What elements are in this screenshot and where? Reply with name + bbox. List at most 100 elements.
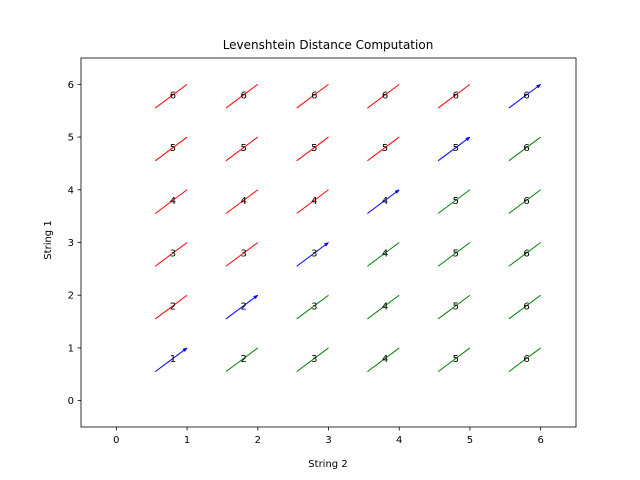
- cell-distance-label: 3: [170, 249, 176, 260]
- cell-2-1: 2: [225, 347, 259, 373]
- x-axis-label: String 2: [308, 459, 347, 470]
- cell-distance-label: 5: [311, 143, 317, 154]
- cell-distance-label: 5: [240, 143, 246, 154]
- arrow-head: [182, 347, 188, 353]
- cell-distance-label: 3: [311, 301, 317, 312]
- path-arrow: [367, 83, 400, 109]
- cell-5-5: 5: [437, 136, 471, 162]
- cell-1-6: 6: [154, 83, 188, 109]
- path-arrow: [508, 242, 541, 267]
- y-tick-label: 5: [68, 133, 74, 144]
- path-arrow: [296, 347, 329, 373]
- cell-6-6: 6: [508, 83, 542, 109]
- path-arrow: [225, 136, 259, 162]
- x-axis: 0 1 2 3 4 5 6: [113, 427, 544, 446]
- path-arrow: [437, 242, 471, 267]
- path-arrow: [225, 347, 259, 373]
- cell-distance-label: 2: [240, 354, 246, 365]
- arrow-head: [323, 242, 330, 247]
- cell-distance-label: 5: [453, 354, 459, 365]
- cell-5-1: 5: [437, 347, 471, 373]
- cell-distance-label: 6: [382, 90, 388, 101]
- path-arrow: [296, 189, 329, 214]
- cell-3-4: 4: [296, 189, 329, 214]
- x-tick-label: 4: [396, 435, 402, 446]
- cell-4-1: 4: [367, 347, 400, 373]
- path-arrow: [154, 136, 188, 162]
- x-tick-label: 2: [255, 435, 261, 446]
- path-arrow: [367, 347, 400, 373]
- cell-6-3: 6: [508, 242, 541, 267]
- cell-1-1: 1: [154, 347, 188, 373]
- cell-distance-label: 4: [311, 196, 317, 207]
- cell-2-2: 2: [225, 294, 259, 320]
- cell-distance-label: 3: [311, 354, 317, 365]
- x-tick-label: 5: [467, 435, 473, 446]
- arrow-head: [536, 83, 542, 89]
- path-arrow: [225, 294, 259, 320]
- cell-5-6: 6: [437, 83, 471, 109]
- cell-5-2: 5: [437, 294, 471, 320]
- cell-distance-label: 4: [170, 196, 176, 207]
- x-tick-label: 6: [537, 435, 543, 446]
- cell-distance-label: 3: [240, 249, 246, 260]
- path-arrow: [296, 136, 329, 162]
- cell-6-1: 6: [508, 347, 541, 373]
- arrow-head: [394, 189, 400, 194]
- cell-distance-label: 4: [382, 249, 388, 260]
- path-arrow: [154, 347, 188, 373]
- path-arrow: [367, 294, 400, 320]
- path-arrow: [154, 189, 188, 214]
- cell-2-3: 3: [225, 242, 259, 267]
- cell-1-2: 2: [154, 294, 188, 320]
- path-arrow: [437, 347, 471, 373]
- path-arrow: [508, 294, 541, 320]
- y-tick-label: 2: [68, 291, 74, 302]
- cell-distance-label: 6: [523, 143, 529, 154]
- cell-distance-label: 6: [240, 90, 246, 101]
- cell-distance-label: 4: [382, 354, 388, 365]
- path-arrow: [437, 294, 471, 320]
- path-arrow: [437, 189, 471, 214]
- cell-3-1: 3: [296, 347, 329, 373]
- cell-distance-label: 5: [453, 196, 459, 207]
- cell-3-6: 6: [296, 83, 329, 109]
- cell-6-5: 6: [508, 136, 541, 162]
- cell-distance-label: 1: [170, 354, 176, 365]
- cell-3-5: 5: [296, 136, 329, 162]
- path-arrow: [296, 294, 329, 320]
- cell-4-4: 4: [367, 189, 400, 214]
- cell-2-6: 6: [225, 83, 259, 109]
- cell-distance-label: 5: [453, 143, 459, 154]
- path-arrow: [225, 242, 259, 267]
- cell-distance-label: 4: [382, 196, 388, 207]
- y-tick-label: 4: [68, 185, 74, 196]
- cell-2-4: 4: [225, 189, 259, 214]
- path-arrow: [508, 83, 541, 109]
- path-arrow: [508, 189, 541, 214]
- cell-distance-label: 6: [453, 90, 459, 101]
- path-arrow: [508, 136, 541, 162]
- path-arrow: [367, 189, 400, 214]
- cell-distance-label: 6: [523, 90, 529, 101]
- cell-1-4: 4: [154, 189, 188, 214]
- cell-6-2: 6: [508, 294, 541, 320]
- y-axis-label: String 1: [43, 220, 54, 259]
- path-arrow: [154, 83, 188, 109]
- x-tick-label: 0: [113, 435, 119, 446]
- path-arrow: [367, 242, 400, 267]
- cell-distance-label: 6: [311, 90, 317, 101]
- y-tick-label: 1: [68, 343, 74, 354]
- cell-6-4: 6: [508, 189, 541, 214]
- y-tick-label: 3: [68, 238, 74, 249]
- path-arrow: [367, 136, 400, 162]
- cell-5-3: 5: [437, 242, 471, 267]
- cell-distance-label: 5: [453, 249, 459, 260]
- cell-4-6: 6: [367, 83, 400, 109]
- cell-5-4: 5: [437, 189, 471, 214]
- y-tick-label: 0: [68, 396, 74, 407]
- arrow-head: [465, 136, 471, 142]
- path-arrow: [296, 83, 329, 109]
